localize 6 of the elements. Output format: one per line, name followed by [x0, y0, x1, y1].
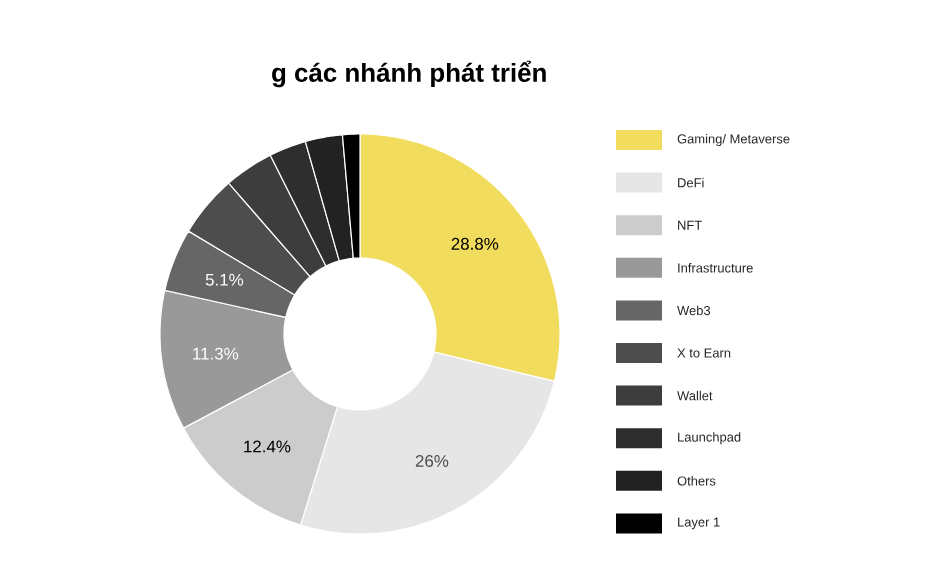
data-label: 5.1% — [205, 273, 244, 286]
data-label: 26% — [415, 455, 449, 468]
chart-title: g các nhánh phát triển — [272, 60, 546, 88]
data-label: 11.3% — [193, 347, 239, 360]
data-label: 12.4% — [244, 440, 291, 453]
data-label: 28.8% — [451, 237, 499, 250]
